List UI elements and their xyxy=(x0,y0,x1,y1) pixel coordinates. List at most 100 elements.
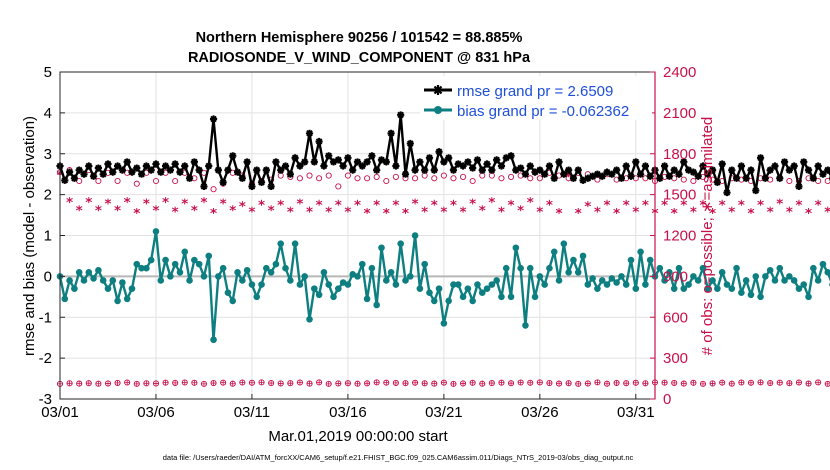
rmse-point xyxy=(104,160,112,168)
rmse-point xyxy=(349,166,357,174)
bias-point xyxy=(733,264,740,272)
bottom-obs-point xyxy=(133,380,140,387)
bottom-obs-point xyxy=(392,379,399,386)
rmse-point xyxy=(185,174,194,182)
bottom-obs-star xyxy=(623,380,629,386)
rmse-point xyxy=(488,166,496,174)
bias-point xyxy=(618,273,625,280)
obs-assimilated-point xyxy=(498,206,505,213)
y-axis-right: 0 300 600 900 1200 1500 1800 2100 2400 xyxy=(650,64,696,408)
rmse-point xyxy=(334,156,342,164)
obs-possible-point xyxy=(335,183,342,190)
rmse-point xyxy=(171,160,179,168)
obs-assimilated-point xyxy=(786,206,793,213)
bias-point xyxy=(824,268,830,276)
rmse-point xyxy=(435,148,443,156)
rmse-point xyxy=(469,164,477,172)
obs-assimilated-point xyxy=(315,199,323,206)
rmse-point xyxy=(814,162,822,170)
rmse-point xyxy=(368,152,376,160)
bottom-obs-point xyxy=(421,380,428,387)
obs-possible-point xyxy=(536,175,543,182)
bias-point xyxy=(335,285,342,292)
obs-assimilated-point xyxy=(718,199,726,206)
obs-assimilated-point xyxy=(335,199,342,206)
bottom-obs-star xyxy=(537,379,543,385)
rmse-point xyxy=(219,178,227,186)
rmse-point xyxy=(555,158,563,166)
rmse-point xyxy=(579,176,587,184)
x-tick-label: 03/31 xyxy=(617,404,655,421)
bottom-obs-star xyxy=(767,380,773,386)
obs-possible-point xyxy=(354,175,361,182)
rmse-point xyxy=(613,166,621,174)
rmse-point xyxy=(565,166,573,174)
x-tick-label: 03/16 xyxy=(329,404,367,421)
bias-point xyxy=(666,268,673,276)
y-axis-label: rmse and bias (model - observation) xyxy=(21,116,38,356)
bottom-obs-star xyxy=(278,380,284,387)
bias-point xyxy=(200,273,208,280)
bias-point xyxy=(358,260,366,268)
y-tick-label: -2 xyxy=(39,350,52,367)
bias-point xyxy=(574,268,582,276)
bias-point xyxy=(810,264,817,272)
rmse-point xyxy=(262,166,270,174)
bottom-obs-series xyxy=(56,379,830,387)
rmse-point xyxy=(301,158,309,166)
bias-point xyxy=(723,281,731,288)
obs-assimilated-point xyxy=(622,199,630,206)
rmse-point xyxy=(401,170,410,178)
obs-possible-point xyxy=(440,172,447,179)
bottom-obs-point xyxy=(66,380,73,387)
obs-assimilated-point xyxy=(248,206,256,213)
bottom-obs-star xyxy=(210,380,217,386)
bottom-obs-star xyxy=(805,380,812,387)
obs-assimilated-point xyxy=(642,199,649,206)
rmse-point xyxy=(512,166,520,174)
obs-possible-point xyxy=(383,177,390,185)
rmse-point xyxy=(723,188,731,197)
obs-assimilated-point xyxy=(402,207,409,214)
bottom-obs-point xyxy=(805,380,812,387)
bias-point xyxy=(138,264,145,272)
bottom-obs-point xyxy=(200,380,208,387)
bias-point xyxy=(675,264,683,272)
bottom-obs-star xyxy=(191,380,197,386)
bottom-obs-point xyxy=(344,380,351,387)
legend-rmse-label: rmse grand pr = 2.6509 xyxy=(457,83,613,100)
bias-point xyxy=(90,275,97,282)
bias-point xyxy=(109,277,117,284)
rmse-point xyxy=(660,162,669,170)
bias-point xyxy=(565,268,572,276)
rmse-point xyxy=(128,168,136,176)
bias-point xyxy=(522,322,529,329)
rmse-point xyxy=(761,174,769,182)
bias-point xyxy=(594,285,601,292)
bias-point xyxy=(306,315,313,323)
bottom-obs-point xyxy=(258,379,265,386)
rmse-point xyxy=(89,172,98,180)
obs-assimilated-point xyxy=(747,207,755,214)
rmse-point xyxy=(421,166,429,174)
rmse-point xyxy=(305,129,314,137)
rmse-point xyxy=(195,166,203,174)
rmse-point xyxy=(531,168,539,176)
bias-point xyxy=(239,277,246,284)
bias-point xyxy=(311,285,318,292)
bias-point xyxy=(642,281,649,288)
bottom-obs-star xyxy=(374,379,380,385)
legend-item-rmse: rmse grand pr = 2.6509 xyxy=(424,83,613,100)
bias-point xyxy=(80,277,88,284)
rmse-point xyxy=(665,172,673,180)
bottom-obs-point xyxy=(114,379,121,386)
rmse-point xyxy=(593,170,602,178)
bottom-obs-point xyxy=(584,380,591,387)
rmse-point xyxy=(713,178,721,186)
x-axis: 03/01 03/06 03/11 03/16 03/21 03/26 03/31 xyxy=(41,394,655,421)
obs-assimilated-point xyxy=(632,206,640,213)
bottom-obs-point xyxy=(815,379,822,386)
bottom-obs-star xyxy=(738,379,744,386)
x-axis-label: Mar.01,2019 00:00:00 start xyxy=(268,428,448,445)
bias-point xyxy=(296,281,304,288)
